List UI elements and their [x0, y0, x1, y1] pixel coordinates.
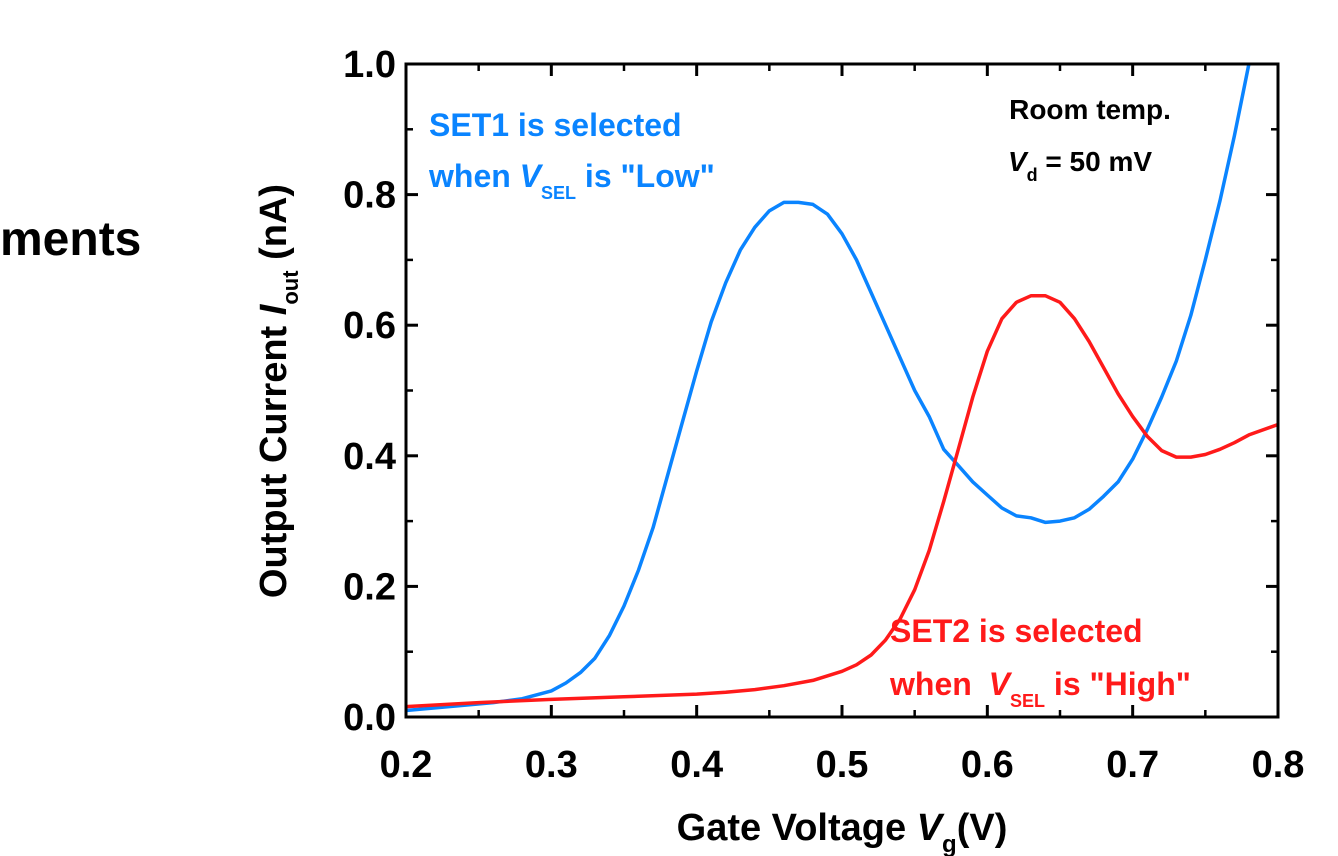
y-tick-label: 0.2: [343, 566, 396, 608]
condition-rest: = 50 mV: [1038, 146, 1153, 177]
y-tick-label: 1.0: [343, 44, 396, 86]
y-tick-label: 0.6: [343, 305, 396, 347]
set2-annotation-line1: SET2 is selected: [890, 613, 1143, 649]
x-tick-label: 0.8: [1252, 744, 1305, 786]
x-axis-label: Gate Voltage Vg(V): [677, 807, 1008, 856]
set2-annotation-line2: when VSEL is "High": [889, 666, 1191, 711]
tick-labels: 0.2 0.3 0.4 0.5 0.6 0.7 0.8 0.0 0.2 0.4 0.6 0.8 1.0: [343, 44, 1304, 786]
series-line-set2: [405, 294, 1279, 709]
x-tick-label: 0.7: [1106, 744, 1159, 786]
x-tick-label: 0.4: [670, 744, 723, 786]
x-axis-label-unit: (V): [957, 807, 1008, 849]
y-tick-label: 0.8: [343, 175, 396, 217]
set1-sub: SEL: [541, 183, 576, 203]
condition-line2: Vd = 50 mV: [1008, 146, 1152, 185]
set2-var: V: [989, 666, 1013, 702]
x-tick-label: 0.3: [525, 744, 578, 786]
x-tick-label: 0.2: [380, 744, 433, 786]
y-axis-label-sub: out: [278, 270, 303, 305]
y-axis-label-var: I: [253, 303, 295, 315]
set1-var: V: [520, 158, 544, 194]
y-tick-label: 0.4: [343, 436, 396, 478]
plot-frame: [404, 62, 1280, 719]
set1-when: when: [428, 158, 520, 194]
set2-rest: is "High": [1045, 666, 1191, 702]
y-axis-label-unit: (nA): [253, 184, 295, 271]
set1-annotation-line2: when VSEL is "Low": [428, 158, 715, 203]
set1-annotation-line1: SET1 is selected: [429, 107, 682, 143]
series-line-set1: [405, 63, 1251, 713]
set2-sub: SEL: [1010, 691, 1045, 711]
condition-var: V: [1008, 146, 1029, 177]
condition-line1: Room temp.: [1009, 94, 1171, 125]
set1-rest: is "Low": [576, 158, 715, 194]
y-tick-label: 0.0: [343, 697, 396, 739]
y-axis-label: Output Current Iout (nA): [253, 184, 303, 598]
x-axis-label-var: V: [917, 807, 945, 849]
x-tick-label: 0.5: [816, 744, 869, 786]
x-axis-label-sub: g: [942, 831, 957, 856]
cropped-slide-text: ments: [0, 213, 142, 266]
condition-sub: d: [1027, 165, 1038, 185]
y-axis-label-main: Output Current: [253, 315, 295, 598]
x-tick-label: 0.6: [961, 744, 1014, 786]
set2-when: when: [889, 666, 981, 702]
x-axis-label-main: Gate Voltage: [677, 807, 917, 849]
